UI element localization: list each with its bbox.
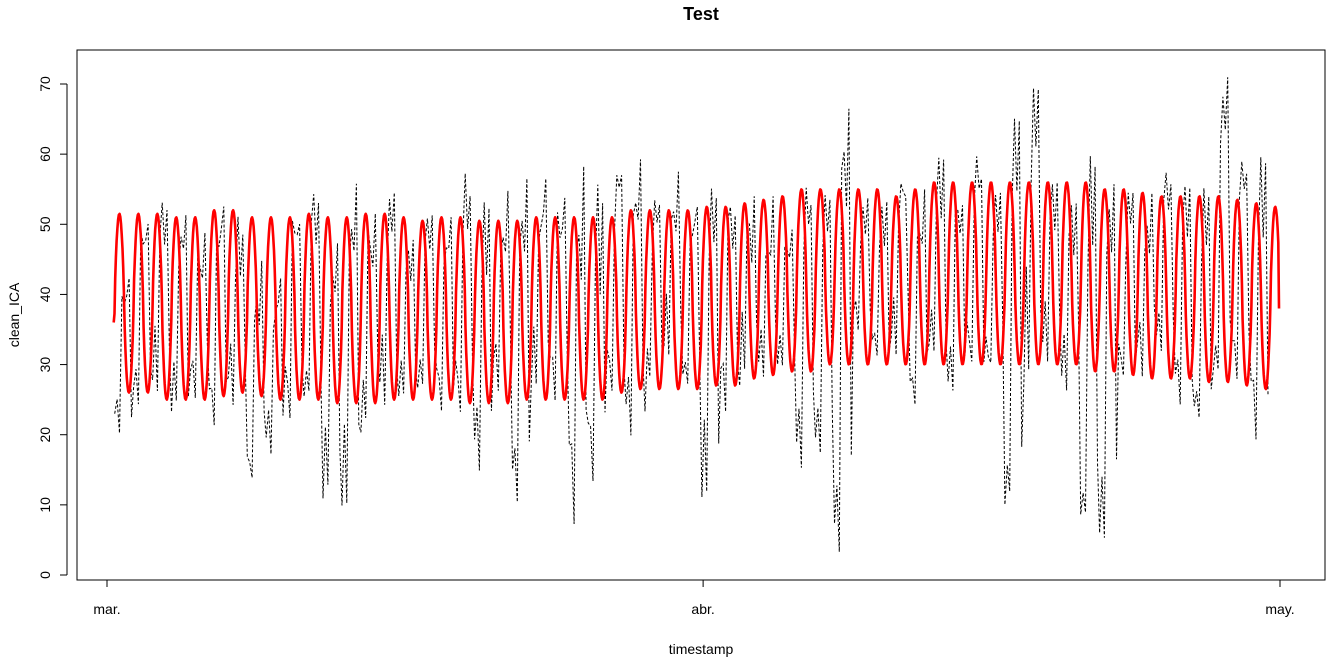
y-tick-label: 30 (37, 357, 53, 373)
y-axis: 0 10 20 30 40 50 60 70 (37, 76, 68, 579)
y-tick-label: 0 (37, 571, 53, 579)
series-dashed-line (114, 77, 1269, 552)
series-red-line (112, 181, 1281, 405)
x-axis: mar. abr. may. (93, 579, 1295, 617)
y-tick-label: 60 (37, 146, 53, 162)
y-tick-label: 10 (37, 497, 53, 513)
x-tick-label: mar. (93, 601, 120, 617)
x-tick-label: may. (1265, 601, 1294, 617)
x-tick-label: abr. (691, 601, 714, 617)
y-tick-label: 50 (37, 216, 53, 232)
y-tick-label: 20 (37, 427, 53, 443)
chart-title: Test (683, 4, 719, 24)
y-tick-label: 70 (37, 76, 53, 92)
series-layer (112, 77, 1281, 552)
y-tick-label: 40 (37, 286, 53, 302)
x-axis-label: timestamp (669, 641, 734, 657)
y-axis-label: clean_ICA (6, 282, 22, 347)
